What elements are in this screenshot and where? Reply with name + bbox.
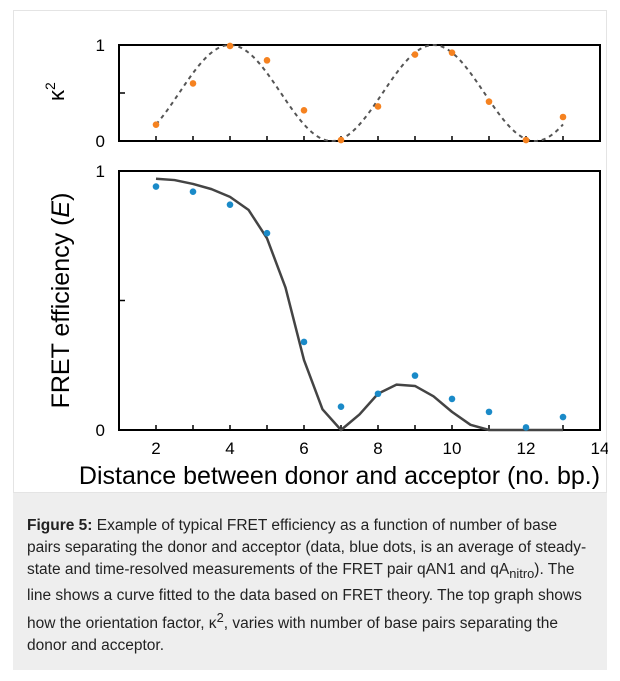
caption-text-3: , varies with number of base pairs separ… xyxy=(27,615,559,655)
x-tick-label: 2 xyxy=(151,439,160,458)
x-tick-label: 4 xyxy=(225,439,234,458)
caption-subscript: nitro xyxy=(509,566,535,582)
x-tick-label: 8 xyxy=(373,439,382,458)
top-y-tick-label: 0 xyxy=(96,132,105,151)
bottom-data-point xyxy=(263,229,271,237)
bottom-data-point xyxy=(411,372,419,379)
bottom-data-point xyxy=(300,338,308,346)
top-y-tick-label: 1 xyxy=(96,36,105,55)
bottom-data-point xyxy=(522,424,530,431)
kappa-squared-axis-label: κ2 xyxy=(42,82,69,101)
top-data-point xyxy=(189,80,197,87)
top-data-point xyxy=(226,42,234,50)
caption-label: Figure 5: xyxy=(27,517,93,534)
top-data-point xyxy=(559,113,567,121)
y-axis-label: FRET efficiency (E) xyxy=(47,193,75,409)
bottom-plot-frame xyxy=(118,170,601,431)
top-data-point xyxy=(263,57,271,64)
bottom-data-point xyxy=(559,413,567,421)
top-data-point xyxy=(448,49,456,56)
top-data-point xyxy=(411,51,419,58)
top-data-point xyxy=(300,106,308,114)
top-data-point xyxy=(485,98,493,105)
top-plot-frame xyxy=(118,44,601,142)
x-tick-label: 6 xyxy=(299,439,308,458)
y-axis-label-italic: E xyxy=(47,201,75,218)
y-axis-label-text: FRET efficiency ( xyxy=(47,217,75,408)
caption-text-2: ). The line shows a curve fitted to the … xyxy=(27,561,582,633)
caption-superscript: 2 xyxy=(216,610,224,626)
bottom-y-tick-label: 1 xyxy=(96,162,105,181)
top-data-point xyxy=(337,136,345,144)
figure-panel: 0 1 κ2 0 1 2 4 6 8 10 12 14 Distance between donor … xyxy=(13,10,608,493)
x-tick-label: 14 xyxy=(591,439,608,458)
kappa-squared-chart: 0 1 κ2 xyxy=(42,36,601,151)
kappa-squared-axis-label-sup: 2 xyxy=(42,82,58,90)
bottom-data-point xyxy=(448,395,456,403)
bottom-data-point xyxy=(226,201,234,208)
kappa-squared-dashed-curve xyxy=(155,43,564,143)
top-data-point xyxy=(152,121,160,128)
x-tick-label: 10 xyxy=(443,439,462,458)
bottom-data-point xyxy=(152,183,160,190)
bottom-y-tick-label: 0 xyxy=(96,421,105,440)
top-data-point xyxy=(522,136,530,144)
y-axis-label-end: ) xyxy=(47,193,75,201)
top-data-point xyxy=(374,103,382,110)
bottom-data-point xyxy=(189,188,197,196)
x-tick-label: 12 xyxy=(517,439,536,458)
bottom-data-point xyxy=(374,390,382,398)
bottom-data-point xyxy=(337,403,345,410)
caption-text-1: Example of typical FRET efficiency as a … xyxy=(27,517,587,578)
x-axis-label: Distance between donor and acceptor (no.… xyxy=(79,462,600,490)
figure-caption: Figure 5: Example of typical FRET effici… xyxy=(13,493,607,670)
bottom-data-point xyxy=(485,408,493,416)
fret-fit-curve xyxy=(155,177,563,432)
